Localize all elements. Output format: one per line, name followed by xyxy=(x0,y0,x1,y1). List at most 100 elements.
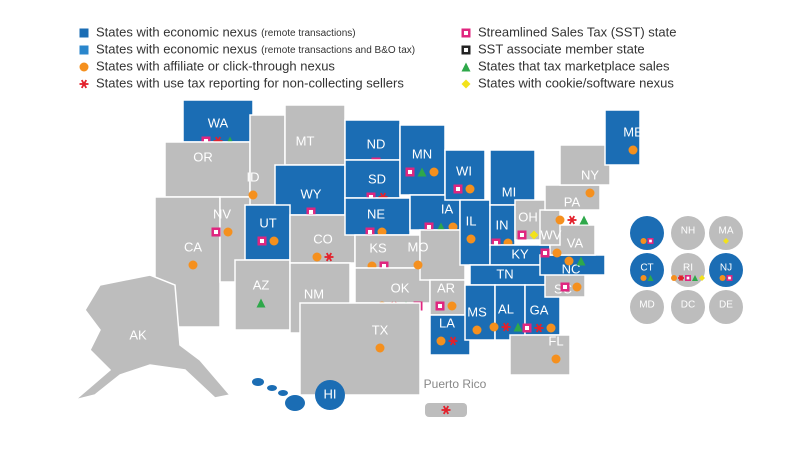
state xyxy=(164,141,251,198)
diamond xyxy=(723,238,729,244)
state-label: CA xyxy=(184,239,202,254)
marker-circle xyxy=(466,234,476,244)
asterisk-stroke xyxy=(442,405,450,415)
dot xyxy=(312,252,322,262)
state-label: NY xyxy=(581,167,599,182)
state-label: AR xyxy=(437,280,455,295)
state-circle xyxy=(630,290,664,324)
island xyxy=(252,378,264,386)
marker-asterisk xyxy=(501,322,511,332)
marker-circle xyxy=(223,227,233,237)
marker-hollow-square xyxy=(453,184,463,194)
marker-circle xyxy=(671,275,677,281)
state xyxy=(459,199,491,266)
square-hole xyxy=(367,229,373,235)
island xyxy=(267,385,277,391)
state-label: IN xyxy=(496,217,509,232)
square-hole xyxy=(519,232,525,238)
marker-hollow-square xyxy=(365,227,375,237)
square-hole xyxy=(686,276,690,280)
marker-asterisk xyxy=(441,405,451,415)
marker-hollow-square xyxy=(461,45,471,55)
state-label: TX xyxy=(372,322,389,337)
state-circle xyxy=(630,216,664,250)
square-hole xyxy=(407,169,413,175)
square-hole xyxy=(562,284,568,290)
state-label: GA xyxy=(530,302,549,317)
asterisk-stroke xyxy=(568,215,576,225)
asterisk-stroke xyxy=(502,322,510,332)
state xyxy=(419,229,466,281)
marker-circle xyxy=(79,62,89,72)
marker-triangle xyxy=(692,275,698,281)
state-label: KS xyxy=(369,240,387,255)
dot xyxy=(546,323,556,333)
marker-hollow-square xyxy=(685,275,691,281)
dot xyxy=(640,238,647,244)
state-label: ID xyxy=(247,169,260,184)
square-hole xyxy=(308,209,314,215)
marker-triangle xyxy=(513,322,523,332)
state-label: DC xyxy=(681,300,695,311)
marker-diamond xyxy=(529,230,539,240)
marker-hollow-square xyxy=(540,248,550,258)
state xyxy=(182,99,254,143)
marker-circle xyxy=(640,275,647,281)
state-label: NV xyxy=(213,206,231,221)
marker-circle xyxy=(375,343,385,353)
state-label: RI xyxy=(683,263,693,274)
square-hole xyxy=(259,238,265,244)
marker-hollow-square xyxy=(491,238,501,248)
island xyxy=(278,390,288,396)
square-hole xyxy=(426,224,432,230)
marker-circle xyxy=(572,282,582,292)
marker-diamond xyxy=(723,238,729,244)
legend-note: (remote transactions) xyxy=(261,28,355,39)
marker-hollow-square xyxy=(405,167,415,177)
triangle xyxy=(256,298,266,308)
dot xyxy=(248,190,258,200)
diamond xyxy=(461,79,471,89)
square xyxy=(79,45,89,55)
legend-note: (remote transactions and B&O tax) xyxy=(261,45,415,56)
marker-circle xyxy=(312,252,322,262)
dot xyxy=(564,256,574,266)
triangle xyxy=(579,215,589,225)
diamond xyxy=(529,230,539,240)
state-label: OH xyxy=(518,209,538,224)
state-label: NM xyxy=(304,286,324,301)
marker-asterisk xyxy=(79,79,89,89)
state-circle xyxy=(709,253,743,287)
legend-label: States with economic nexus (remote transa… xyxy=(96,41,415,56)
dot xyxy=(269,236,279,246)
marker-hollow-square xyxy=(647,238,654,244)
marker-diamond xyxy=(699,275,705,281)
square-hole xyxy=(437,303,443,309)
state-label: NE xyxy=(367,206,385,221)
state xyxy=(604,109,641,166)
state-label: TN xyxy=(496,266,513,281)
legend-label: SST associate member state xyxy=(478,41,645,56)
state-circle xyxy=(630,253,664,287)
state-label: AK xyxy=(129,327,147,342)
state-circle xyxy=(315,380,345,410)
marker-hollow-square xyxy=(461,28,471,38)
state-label: OR xyxy=(193,149,213,164)
marker-circle xyxy=(447,301,457,311)
marker-square xyxy=(79,28,89,38)
dot xyxy=(413,260,423,270)
marker-circle xyxy=(472,325,482,335)
square xyxy=(79,28,89,38)
dot xyxy=(719,275,726,281)
state xyxy=(559,144,611,186)
state-label: WY xyxy=(301,186,322,201)
inset-label: Puerto Rico xyxy=(424,377,487,391)
state xyxy=(284,104,346,166)
state-label: MN xyxy=(412,146,432,161)
state xyxy=(344,119,401,161)
legend-label: States with cookie/software nexus xyxy=(478,75,674,90)
dot xyxy=(551,354,561,364)
marker-circle xyxy=(564,256,574,266)
dot xyxy=(436,336,446,346)
